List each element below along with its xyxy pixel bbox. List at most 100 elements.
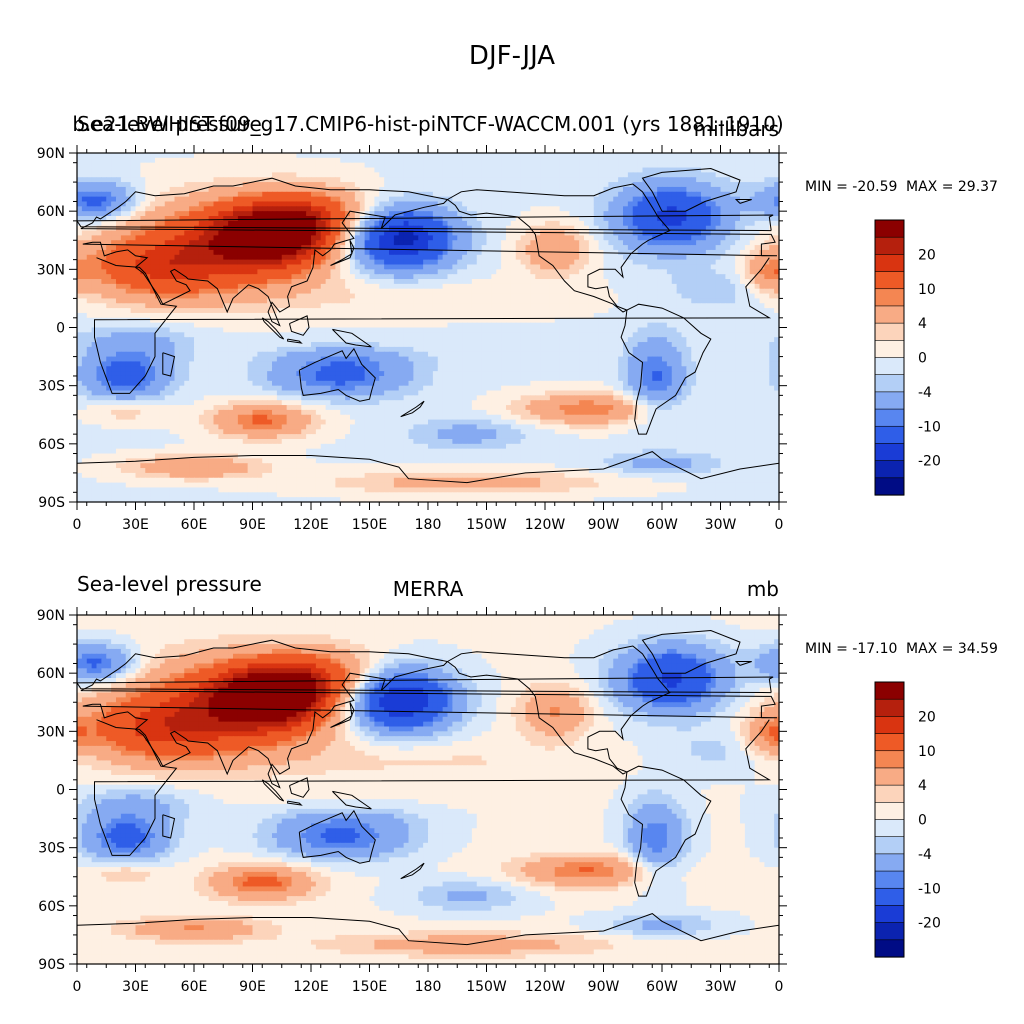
field-cell [408,230,414,237]
field-cell [228,167,234,173]
field-cell [535,211,541,217]
field-cell [520,225,527,232]
field-cell [476,249,483,256]
field-cell [96,279,102,285]
field-cell [510,279,517,285]
field-cell [184,245,190,251]
field-cell [77,317,83,324]
field-cell [554,249,561,256]
field-cell [774,308,780,314]
field-cell [101,317,107,324]
field-cell [140,220,146,227]
field-cell [306,293,312,300]
field-cell [364,274,371,280]
field-cell [759,186,765,193]
field-cell [125,298,132,304]
field-cell [559,279,566,285]
field-cell [627,191,634,198]
field-cell [408,201,414,207]
field-cell [769,196,775,203]
field-cell [774,298,780,304]
field-cell [666,235,673,241]
field-cell [428,162,434,169]
field-cell [657,177,663,183]
field-cell [106,196,112,203]
field-cell [540,225,546,232]
field-cell [652,167,658,173]
field-cell [749,201,756,207]
field-cell [389,317,395,324]
field-cell [86,298,93,304]
field-cell [320,182,327,188]
field-cell [696,162,702,169]
field-cell [486,254,492,261]
field-cell [257,308,263,314]
field-cell [257,157,263,164]
field-cell [662,312,668,319]
field-cell [130,172,137,178]
field-cell [618,303,624,309]
field-cell [520,293,527,300]
field-cell [150,201,156,207]
field-cell [320,249,327,256]
field-cell [281,153,288,159]
field-cell [257,264,263,270]
field-cell [311,206,317,212]
field-cell [705,153,712,159]
field-cell [286,279,293,285]
field-cell [247,308,254,314]
field-cell [423,317,429,324]
field-cell [345,201,351,207]
field-cell [301,235,307,241]
field-cell [272,269,278,275]
field-cell [340,182,346,188]
field-cell [86,312,93,319]
field-cell [637,254,644,261]
field-cell [306,269,312,275]
field-cell [233,235,239,241]
field-cell [579,303,585,309]
field-cell [530,211,536,217]
field-cell [247,259,254,266]
field-cell [252,196,258,203]
field-cell [86,182,93,188]
field-cell [574,269,580,275]
field-cell [379,245,385,251]
field-cell [559,162,566,169]
field-cell [276,167,283,173]
field-cell [398,249,405,256]
field-cell [696,308,702,314]
field-cell [715,293,722,300]
field-cell [125,254,132,261]
field-cell [671,288,678,295]
field-cell [432,312,439,319]
field-cell [467,235,473,241]
field-cell [233,308,239,314]
field-cell [759,312,765,319]
field-cell [213,230,219,237]
field-cell [481,220,488,227]
field-cell [774,167,780,173]
field-cell [549,240,556,246]
field-cell [223,196,229,203]
field-cell [408,153,414,159]
field-cell [81,269,88,275]
field-cell [389,269,395,275]
field-cell [593,182,600,188]
field-cell [120,269,127,275]
field-cell [642,235,648,241]
field-cell [291,288,297,295]
field-cell [223,235,229,241]
field-cell [101,153,107,159]
field-cell [125,240,132,246]
field-cell [452,303,458,309]
field-cell [272,317,278,324]
field-cell [647,264,653,270]
field-cell [715,230,722,237]
field-cell [774,153,780,159]
field-cell [540,274,546,280]
field-cell [301,264,307,270]
field-cell [189,288,195,295]
field-cell [233,177,239,183]
field-cell [520,274,527,280]
